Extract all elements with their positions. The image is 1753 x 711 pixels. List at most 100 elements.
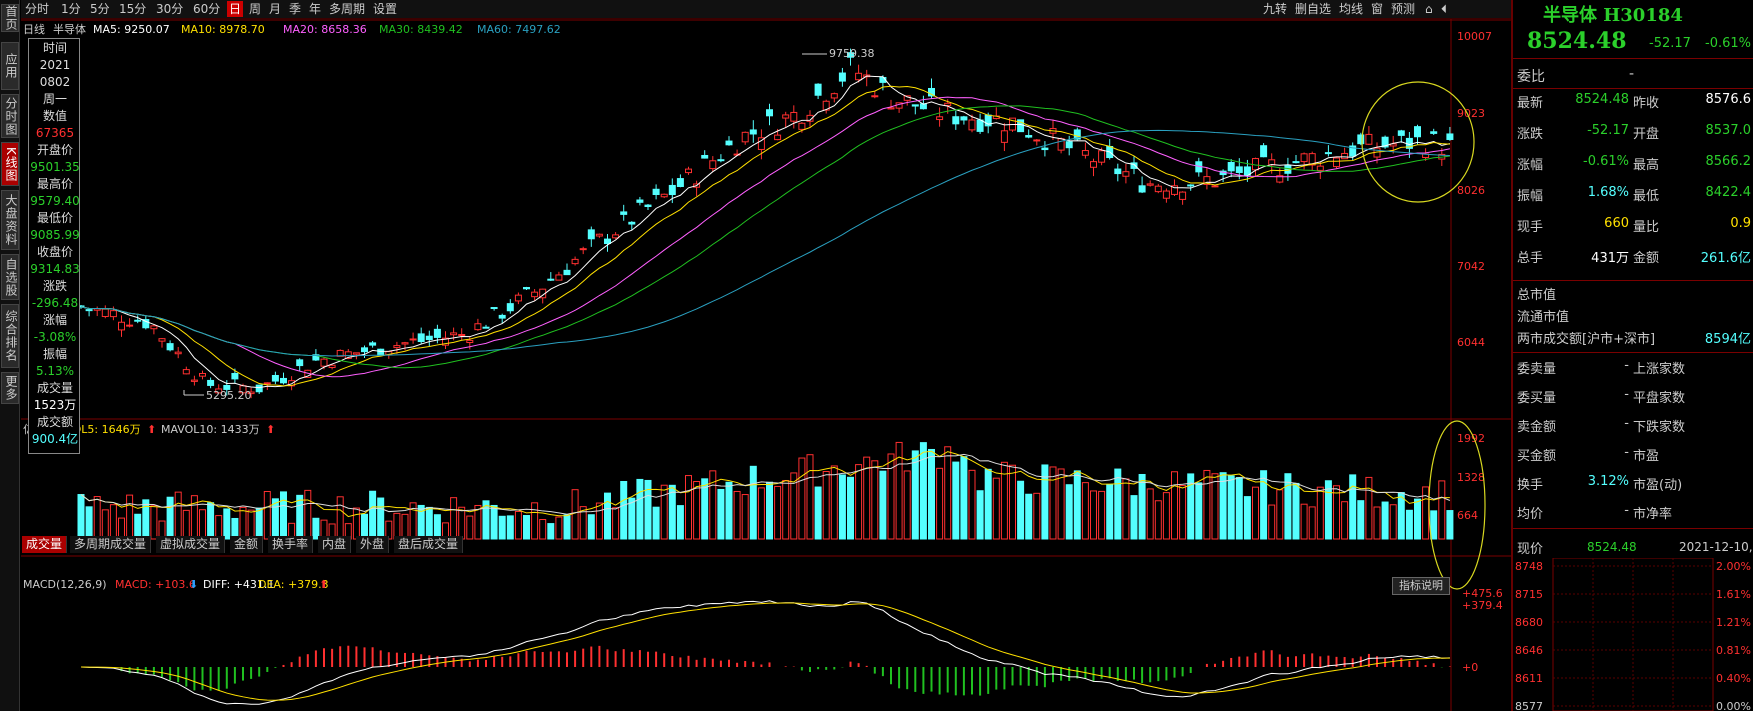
quote-label: 最低 xyxy=(1633,189,1660,204)
period-month[interactable]: 月 xyxy=(269,2,282,16)
volume-bar xyxy=(1252,486,1259,540)
nav-kline[interactable]: K线图 xyxy=(1,142,19,186)
tab-volume[interactable]: 成交量 xyxy=(22,536,68,553)
volume-bar xyxy=(1009,464,1016,540)
market-value: 8594亿 xyxy=(1704,332,1751,347)
ma60-line xyxy=(80,129,1450,357)
window-button[interactable]: 窗 xyxy=(1371,2,1384,16)
candle-body xyxy=(782,114,790,119)
period-week[interactable]: 周 xyxy=(249,2,262,16)
quote-label: 量比 xyxy=(1633,220,1660,235)
forecast-button[interactable]: 预测 xyxy=(1391,2,1416,16)
volume-bar xyxy=(280,491,287,540)
candle-body xyxy=(968,119,976,131)
nav-home[interactable]: 首页 xyxy=(1,4,19,32)
circle-annotation-volume xyxy=(1428,420,1486,590)
period-multi[interactable]: 多周期 xyxy=(329,2,366,16)
volume-bar xyxy=(717,488,725,540)
nav-ranking[interactable]: 综合排名 xyxy=(1,304,19,368)
quote-value: 431万 xyxy=(1591,251,1629,266)
tab-multi-volume[interactable]: 多周期成交量 xyxy=(70,536,152,553)
volume-bar xyxy=(1341,501,1349,540)
tab-inner[interactable]: 内盘 xyxy=(318,536,352,553)
remove-watchlist-button[interactable]: 删自选 xyxy=(1295,2,1332,16)
period-30min[interactable]: 30分 xyxy=(156,2,184,16)
candle-body xyxy=(531,291,539,298)
candle-body xyxy=(442,337,449,346)
ma-button[interactable]: 均线 xyxy=(1339,2,1364,16)
indicator-help-button[interactable]: 指标说明 xyxy=(1392,577,1450,595)
legend-ma20: MA20: 8658.36 xyxy=(283,23,367,36)
nav-market-info[interactable]: 大盘资料 xyxy=(1,190,19,250)
candle-body xyxy=(1308,153,1316,166)
kline-chart[interactable]: 日线 半导体 MA5: 9250.07 MA10: 8978.70 MA20: … xyxy=(21,19,1511,711)
mini-pct-tick: 1.61% xyxy=(1716,588,1751,601)
volume-bar xyxy=(1316,486,1324,540)
back-icon[interactable]: ⏴ xyxy=(1441,2,1448,16)
legend-period: 日线 xyxy=(23,22,45,36)
candle-body xyxy=(474,323,482,331)
volume-bar xyxy=(838,474,846,540)
nav-timeshare[interactable]: 分时图 xyxy=(1,94,19,138)
period-year[interactable]: 年 xyxy=(309,2,322,16)
volume-bar xyxy=(685,475,692,540)
volume-bar xyxy=(563,514,571,540)
candle-body xyxy=(182,369,190,375)
volume-bar xyxy=(255,507,263,540)
volume-bar xyxy=(984,468,992,540)
info-box-line: 振幅 xyxy=(42,347,67,361)
volume-bar xyxy=(1211,473,1219,540)
nine-turn-button[interactable]: 九转 xyxy=(1263,2,1288,16)
chart-bg xyxy=(21,19,1451,711)
nav-watchlist[interactable]: 自选股 xyxy=(1,254,19,300)
volume-bar xyxy=(1365,476,1373,540)
tab-outer[interactable]: 外盘 xyxy=(356,536,390,553)
info-box-line: 周一 xyxy=(42,92,67,106)
period-quarter[interactable]: 季 xyxy=(289,2,302,16)
candle-body xyxy=(215,388,223,394)
quote-change: -52.17 xyxy=(1649,36,1691,51)
tab-turnover[interactable]: 换手率 xyxy=(268,536,314,553)
volume-bar xyxy=(1106,484,1114,540)
candle-body xyxy=(142,319,150,329)
info-box-line: 开盘价 xyxy=(36,143,73,157)
candle-body xyxy=(361,347,368,353)
candle-body xyxy=(571,258,579,265)
nav-apps[interactable]: 应用 xyxy=(1,42,19,90)
moving-averages xyxy=(80,75,1451,389)
period-timeshare[interactable]: 分时 xyxy=(25,2,50,16)
settings-button[interactable]: 设置 xyxy=(373,2,398,16)
candle-body xyxy=(199,372,206,377)
mini-price-tick: 8577 xyxy=(1515,700,1543,711)
period-day[interactable]: 日 xyxy=(227,1,244,17)
candle-body xyxy=(1324,152,1332,155)
candle-body xyxy=(701,154,709,159)
macd-tick-1: +475.6 xyxy=(1462,587,1503,600)
crosshair-info-box: 时间 2021 0802 周一 数值 67365 开盘价 9501.35 最高价 9579.40 最… xyxy=(28,38,80,454)
candle-body xyxy=(952,116,960,125)
tab-virtual-volume[interactable]: 虚拟成交量 xyxy=(156,536,226,553)
candle-body xyxy=(911,104,919,107)
quote-title: 半导体 H30184 xyxy=(1543,5,1683,26)
candle-body xyxy=(1098,150,1106,163)
period-1min[interactable]: 1分 xyxy=(61,2,81,16)
candle-body xyxy=(1235,166,1243,173)
volume-bar xyxy=(1033,492,1041,540)
candle-body xyxy=(1357,134,1365,145)
tab-amount[interactable]: 金额 xyxy=(230,536,264,553)
candle-body xyxy=(1381,136,1389,148)
period-60min[interactable]: 60分 xyxy=(193,2,221,16)
tab-after-hours[interactable]: 盘后成交量 xyxy=(394,536,464,553)
lock-icon[interactable]: ⌂ xyxy=(1425,2,1433,16)
now-label: 现价 xyxy=(1517,542,1544,557)
quote-label: 昨收 xyxy=(1633,96,1660,111)
candle-body xyxy=(450,332,458,336)
volume-bar xyxy=(1243,496,1251,540)
candle-body xyxy=(749,129,757,135)
period-15min[interactable]: 15分 xyxy=(119,2,147,16)
period-5min[interactable]: 5分 xyxy=(90,2,110,16)
volume-bar xyxy=(571,489,579,540)
nav-more[interactable]: 更多 xyxy=(1,372,19,404)
candle-body xyxy=(247,391,255,395)
volume-bar xyxy=(652,506,660,540)
